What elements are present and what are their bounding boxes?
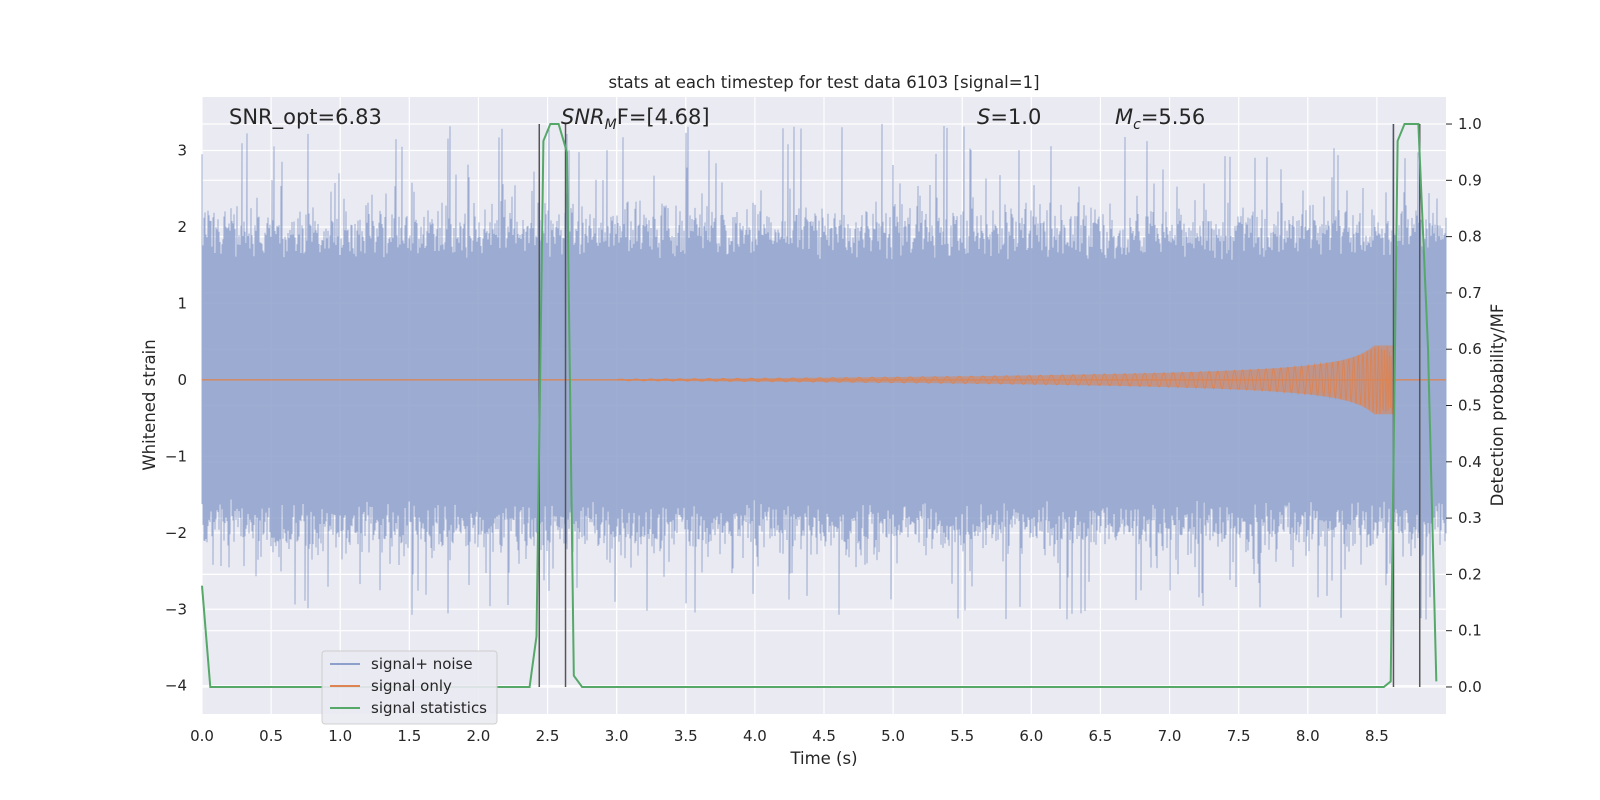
- annotation-snr-mf-rest: F=[4.68]: [617, 105, 710, 129]
- annotation-mc-rest: =5.56: [1141, 105, 1205, 129]
- x-tick-label: 1.0: [328, 727, 352, 745]
- y-tick-label: 3: [177, 142, 187, 160]
- y-tick-label: −4: [165, 677, 187, 695]
- x-tick-label: 4.5: [812, 727, 836, 745]
- y-tick-labels: −4 −3 −2 −1 0 1 2 3: [165, 142, 187, 695]
- y-right-tick-labels: 0.0 0.1 0.2 0.3 0.4 0.5 0.6 0.7 0.8 0.9 1.0: [1446, 115, 1482, 696]
- y-right-tick-label: 0.0: [1458, 678, 1482, 696]
- legend-label-signal-noise: signal+ noise: [371, 655, 473, 673]
- y-right-tick-label: 0.2: [1458, 565, 1482, 583]
- x-tick-label: 6.5: [1089, 727, 1113, 745]
- signal-only-layer: [202, 345, 1446, 415]
- x-tick-label: 1.5: [397, 727, 421, 745]
- annotation-s-rest: =1.0: [990, 105, 1041, 129]
- x-tick-label: 8.0: [1296, 727, 1320, 745]
- noise-series-layer: [201, 123, 1447, 620]
- y-tick-label: 0: [177, 371, 187, 389]
- annotation-snr-mf: SNRMF=[4.68]: [561, 105, 710, 133]
- chart-title: stats at each timestep for test data 610…: [608, 73, 1039, 92]
- x-tick-label: 5.5: [950, 727, 974, 745]
- x-tick-label: 7.0: [1158, 727, 1182, 745]
- y-right-tick-label: 1.0: [1458, 115, 1482, 133]
- y-tick-label: −1: [165, 447, 187, 465]
- y-right-axis-label: Detection probability/MF: [1488, 304, 1507, 507]
- annotation-snr-opt: SNR_opt=6.83: [229, 105, 382, 130]
- x-tick-label: 0.0: [190, 727, 214, 745]
- legend-label-signal-statistics: signal statistics: [371, 699, 487, 717]
- x-tick-label: 4.0: [743, 727, 767, 745]
- x-tick-label: 0.5: [259, 727, 283, 745]
- x-tick-label: 5.0: [881, 727, 905, 745]
- x-tick-label: 6.0: [1019, 727, 1043, 745]
- annotation-s-main: S: [977, 105, 990, 129]
- legend-box: [321, 650, 498, 725]
- x-tick-label: 2.0: [467, 727, 491, 745]
- x-tick-label: 3.0: [605, 727, 629, 745]
- y-right-tick-label: 0.1: [1458, 622, 1482, 640]
- y-right-tick-label: 0.7: [1458, 284, 1482, 302]
- y-tick-label: −2: [165, 524, 187, 542]
- y-right-tick-label: 0.9: [1458, 171, 1482, 189]
- x-tick-label: 2.5: [536, 727, 560, 745]
- annotation-mc-sub: c: [1133, 117, 1141, 133]
- y-right-tick-label: 0.3: [1458, 509, 1482, 527]
- legend-label-signal-only: signal only: [371, 677, 452, 695]
- x-axis-label: Time (s): [789, 749, 857, 768]
- annotation-snr-mf-sub: M: [605, 117, 617, 133]
- y-right-tick-label: 0.5: [1458, 397, 1482, 415]
- y-axis-label: Whitened strain: [140, 339, 159, 470]
- y-tick-label: 1: [177, 294, 187, 312]
- signal-noise-line: [201, 123, 1447, 620]
- x-tick-labels: 0.0 0.5 1.0 1.5 2.0 2.5 3.0 3.5 4.0 4.5 5.0 5.5 6.0 6…: [190, 727, 1389, 745]
- legend: signal+ noise signal only signal statist…: [321, 650, 498, 725]
- annotation-snr-mf-main: SNR: [561, 105, 605, 129]
- annotation-s: S=1.0: [977, 105, 1041, 129]
- y-right-tick-label: 0.8: [1458, 228, 1482, 246]
- x-tick-label: 7.5: [1227, 727, 1251, 745]
- y-right-tick-label: 0.6: [1458, 340, 1482, 358]
- x-tick-label: 8.5: [1365, 727, 1389, 745]
- y-right-tick-label: 0.4: [1458, 453, 1482, 471]
- x-tick-label: 3.5: [674, 727, 698, 745]
- annotation-mc-main: M: [1115, 105, 1133, 129]
- y-tick-label: 2: [177, 218, 187, 236]
- y-tick-label: −3: [165, 600, 187, 618]
- annotation-mc: Mc=5.56: [1115, 105, 1205, 133]
